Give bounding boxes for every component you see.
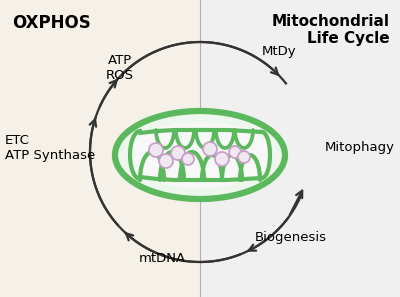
Ellipse shape (115, 111, 285, 199)
Text: MtDy: MtDy (262, 45, 297, 59)
Ellipse shape (229, 146, 241, 158)
Ellipse shape (128, 122, 272, 188)
Bar (200, 0, 400, 297)
Ellipse shape (215, 152, 229, 166)
Text: OXPHOS: OXPHOS (12, 14, 91, 32)
Ellipse shape (171, 146, 185, 160)
Ellipse shape (238, 151, 250, 163)
Ellipse shape (182, 153, 194, 165)
Ellipse shape (159, 154, 173, 168)
Ellipse shape (203, 142, 217, 156)
Text: Mitochondrial
Life Cycle: Mitochondrial Life Cycle (272, 14, 390, 46)
Text: ETC
ATP Synthase: ETC ATP Synthase (5, 134, 95, 162)
Text: ATP
ROS: ATP ROS (106, 54, 134, 82)
Ellipse shape (149, 143, 163, 157)
Bar (0, 0, 200, 297)
Text: Biogenesis: Biogenesis (255, 231, 327, 244)
Text: Mitophagy: Mitophagy (325, 141, 395, 154)
Text: mtDNA: mtDNA (138, 252, 186, 265)
